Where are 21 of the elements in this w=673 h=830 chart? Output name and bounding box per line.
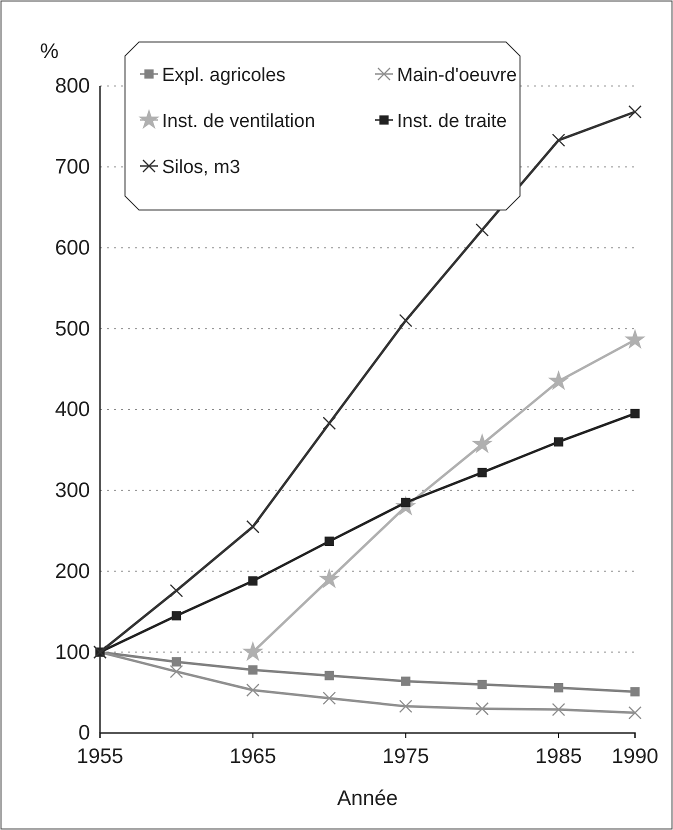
legend-label: Silos, m3 xyxy=(162,157,240,178)
y-tick-label: 100 xyxy=(54,640,90,664)
y-tick-label: 0 xyxy=(78,722,90,745)
x-axis-title: Année xyxy=(337,787,398,810)
legend-label: Expl. agricoles xyxy=(162,65,286,86)
legend-label: Inst. de ventilation xyxy=(162,111,316,132)
legend-label: Inst. de traite xyxy=(397,111,507,132)
x-tick-label: 1955 xyxy=(76,744,124,768)
legend-label: Main-d'oeuvre xyxy=(397,65,517,86)
x-tick-label: 1990 xyxy=(612,744,658,768)
y-axis-title: % xyxy=(40,40,59,63)
y-tick-label: 200 xyxy=(54,560,90,583)
y-tick-label: 800 xyxy=(54,74,90,98)
x-tick-label: 1965 xyxy=(230,744,276,768)
y-tick-label: 400 xyxy=(54,398,90,422)
y-tick-label: 300 xyxy=(54,479,90,502)
y-tick-label: 700 xyxy=(54,156,90,179)
x-tick-label: 1975 xyxy=(382,744,430,768)
y-tick-label: 600 xyxy=(54,236,90,260)
x-tick-label: 1985 xyxy=(535,744,582,768)
y-tick-label: 500 xyxy=(54,317,90,340)
